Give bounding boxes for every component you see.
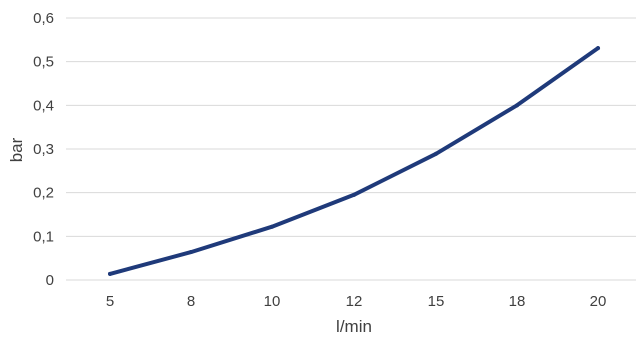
data-point <box>270 224 274 229</box>
y-tick-label: 0,3 <box>33 141 54 158</box>
x-tick-label: 18 <box>509 293 526 310</box>
x-tick-label: 12 <box>346 293 363 310</box>
y-tick-label: 0 <box>46 272 54 289</box>
x-axis-title: l/min <box>336 317 372 336</box>
data-point <box>515 103 519 108</box>
data-point <box>596 46 600 51</box>
data-point <box>352 192 356 197</box>
x-axis-ticks: 5 8 10 12 15 18 20 <box>106 293 607 310</box>
y-tick-label: 0,2 <box>33 185 54 202</box>
x-tick-label: 15 <box>428 293 445 310</box>
x-tick-label: 10 <box>264 293 281 310</box>
data-point <box>189 250 193 255</box>
series-layer <box>108 46 600 276</box>
gridlines <box>66 17 636 281</box>
y-tick-label: 0,5 <box>33 54 54 71</box>
x-tick-label: 5 <box>106 293 114 310</box>
x-tick-label: 20 <box>590 293 607 310</box>
series-line <box>108 46 600 276</box>
y-tick-label: 0,4 <box>33 97 54 114</box>
y-tick-label: 0,6 <box>33 10 54 27</box>
x-tick-label: 8 <box>187 293 195 310</box>
y-axis-title: bar <box>7 137 26 162</box>
y-axis-ticks: 0 0,1 0,2 0,3 0,4 0,5 0,6 <box>33 10 54 289</box>
data-point <box>434 151 438 156</box>
data-point <box>108 271 112 276</box>
y-tick-label: 0,1 <box>33 228 54 245</box>
